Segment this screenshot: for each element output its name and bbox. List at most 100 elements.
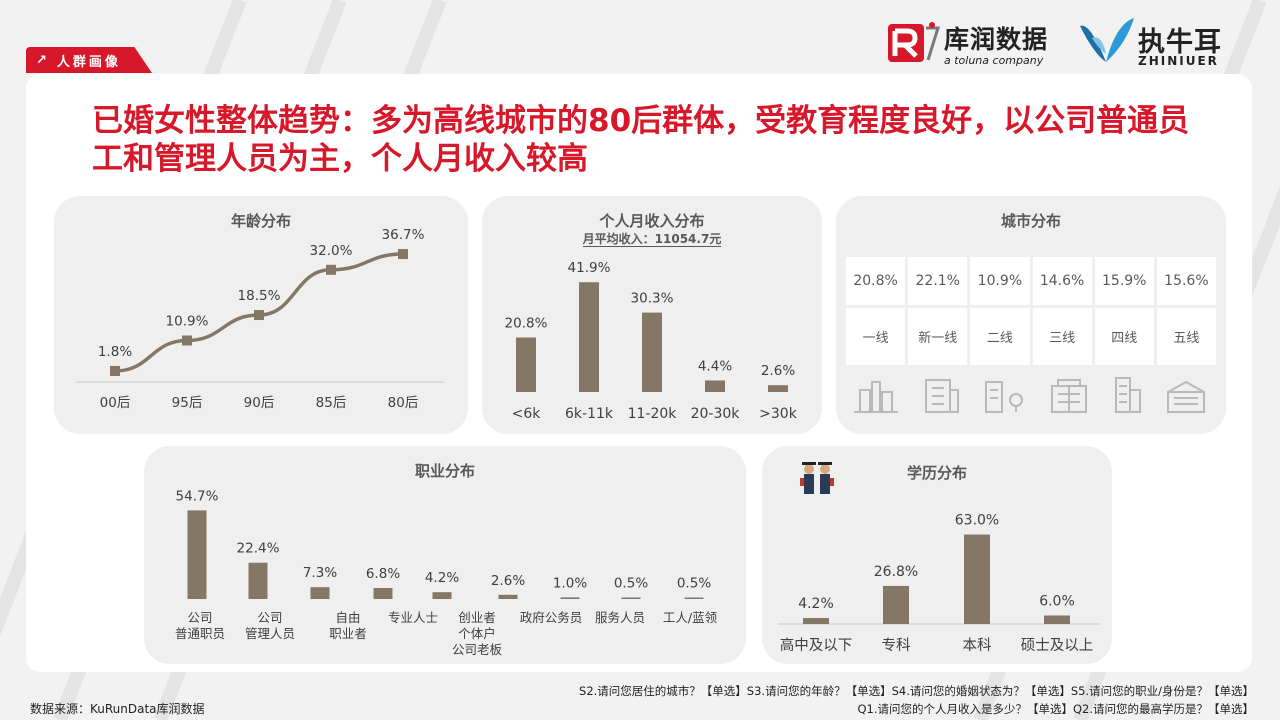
age-data-label: 10.9% xyxy=(166,313,209,329)
income-bar xyxy=(579,282,599,392)
tower-icon xyxy=(1115,377,1141,413)
job-data-label: 0.5% xyxy=(614,576,648,592)
kurun-logo-sub: a toluna company xyxy=(944,54,1044,67)
building-tree-icon xyxy=(985,381,1023,413)
job-tick-label: 服务人员 xyxy=(595,610,645,625)
city-icons xyxy=(854,377,1205,413)
age-data-label: 32.0% xyxy=(310,243,353,259)
job-bar xyxy=(248,562,268,599)
age-line-chart: 1.8% 00后 10.9% 95后 18.5% 90后 32.0% 85后 36.7% 80后 xyxy=(76,227,444,411)
age-tick-label: 00后 xyxy=(100,395,131,411)
low-building-icon xyxy=(1167,380,1205,413)
job-tick-label: 创业者个体户公司老板 xyxy=(452,610,503,657)
income-average: 月平均收入：11054.7元 xyxy=(582,232,722,247)
job-data-label: 0.5% xyxy=(677,576,711,592)
city-name-cell: 五线 xyxy=(1156,308,1216,365)
job-bar xyxy=(432,592,452,599)
edu-bar xyxy=(1044,615,1070,624)
income-panel: 个人月收入分布 月平均收入：11054.7元 20.8% <6k 41.9% 6k-1… xyxy=(482,196,822,434)
job-tick-label: 自由职业者 xyxy=(329,610,367,641)
age-point xyxy=(182,335,192,346)
income-bar xyxy=(705,380,725,392)
job-data-label: 2.6% xyxy=(491,573,525,589)
job-data-label: 22.4% xyxy=(237,541,280,557)
age-point xyxy=(254,310,264,321)
job-tick-label: 政府公务员 xyxy=(520,610,583,625)
city-value-cell: 15.6% xyxy=(1156,257,1216,305)
job-bar xyxy=(621,597,641,599)
kurun-logo: 库润数据 a toluna company xyxy=(888,20,1088,70)
job-bar-chart: 54.7% 22.4% 7.3% 6.8% 4.2% 2.6% 1.0% 0.5% 0.5% 公司… xyxy=(175,488,718,657)
arrow-up-right-icon: ↗ xyxy=(36,52,47,68)
edu-panel-title: 学历分布 xyxy=(906,464,967,482)
income-bar xyxy=(516,337,536,392)
age-data-label: 18.5% xyxy=(238,288,281,304)
data-source: 数据来源：KuRunData库润数据 xyxy=(30,702,205,716)
zhiniuer-logo-sub: ZHINIUER xyxy=(1138,54,1219,68)
job-data-label: 54.7% xyxy=(176,488,219,504)
job-panel-title: 职业分布 xyxy=(414,462,475,480)
job-tick-label: 工人/蓝领 xyxy=(663,610,718,625)
job-data-label: 4.2% xyxy=(425,570,459,586)
age-panel-title: 年龄分布 xyxy=(230,212,291,230)
income-panel-subtitle: 月平均收入：11054.7元 xyxy=(482,230,822,247)
edu-bar xyxy=(883,585,909,624)
edu-tick-label: 硕士及以上 xyxy=(1021,637,1094,654)
city-table: 20.8% 22.1% 10.9% 14.6% 15.9% 15.6% 一线 新… xyxy=(846,257,1216,365)
age-data-label: 36.7% xyxy=(382,227,425,243)
age-tick-label: 85后 xyxy=(316,395,347,411)
zhiniuer-logo: 执牛耳 ZHINIUER xyxy=(1078,14,1248,70)
age-tick-label: 90后 xyxy=(244,395,275,411)
city-name-cell: 一线 xyxy=(846,308,906,365)
age-tick-label: 80后 xyxy=(388,395,419,411)
edu-data-label: 4.2% xyxy=(798,596,834,612)
age-point xyxy=(110,365,120,376)
income-panel-title: 个人月收入分布 xyxy=(599,212,705,230)
age-tick-label: 95后 xyxy=(172,395,203,411)
kurun-logo-name: 库润数据 xyxy=(944,25,1049,54)
edu-data-label: 6.0% xyxy=(1039,593,1075,609)
income-data-label: 4.4% xyxy=(698,358,732,374)
city-name-cell: 新一线 xyxy=(908,308,968,365)
city-name-cell: 四线 xyxy=(1094,308,1154,365)
zhiniuer-logo-name: 执牛耳 xyxy=(1138,27,1222,58)
apartment-icon xyxy=(1051,379,1087,413)
edu-data-label: 63.0% xyxy=(955,513,999,529)
edu-tick-label: 高中及以下 xyxy=(780,637,853,654)
job-data-label: 7.3% xyxy=(303,565,337,581)
city-value-cell: 15.9% xyxy=(1094,257,1154,305)
edu-bar xyxy=(964,534,990,624)
city-value-cell: 22.1% xyxy=(908,257,968,305)
job-bar xyxy=(373,587,393,599)
graduates-icon xyxy=(800,462,834,494)
age-data-label: 1.8% xyxy=(98,344,132,360)
kurun-logo-mark xyxy=(888,22,941,62)
job-tick-label: 专业人士 xyxy=(388,610,438,625)
job-data-label: 1.0% xyxy=(553,575,587,591)
job-tick-label: 公司管理人员 xyxy=(245,610,295,641)
job-data-label: 6.8% xyxy=(366,566,400,582)
income-data-label: 30.3% xyxy=(631,291,674,307)
questions-line-2: Q1.请问您的个人月收入是多少？【单选】Q2.请问您的最高学历是？【单选】 xyxy=(857,702,1254,716)
job-bar xyxy=(498,594,518,599)
income-bar xyxy=(768,385,788,392)
city-value-cell: 10.9% xyxy=(970,257,1030,305)
income-tick-label: <6k xyxy=(512,406,542,422)
edu-data-label: 26.8% xyxy=(874,564,918,580)
skyline-icon xyxy=(854,381,898,413)
income-bar xyxy=(642,312,662,392)
city-panel-title: 城市分布 xyxy=(1000,212,1061,230)
job-bar xyxy=(684,597,704,599)
section-tag-label: 人群画像 xyxy=(56,54,121,70)
page-headline: 已婚女性整体趋势：多为高线城市的80后群体，受教育程度良好，以公司普通员工和管理… xyxy=(92,103,1190,177)
edu-bar xyxy=(803,618,829,624)
edu-bar-chart: 4.2% 高中及以下 26.8% 专科 63.0% 本科 6.0% 硕士及以上 xyxy=(778,513,1100,654)
income-tick-label: 20-30k xyxy=(691,406,741,422)
age-panel: 年龄分布 1.8% 00后 10.9% 95后 18.5% 90后 32.0% 85后 36.7… xyxy=(54,196,468,434)
income-data-label: 2.6% xyxy=(761,363,795,379)
income-data-label: 20.8% xyxy=(505,316,548,332)
section-tag: ↗ 人群画像 xyxy=(26,47,152,73)
job-bar xyxy=(310,587,330,599)
edu-tick-label: 本科 xyxy=(963,637,992,654)
job-panel: 职业分布 54.7% 22.4% 7.3% 6.8% 4.2% 2.6% 1.0% 0.5% 0… xyxy=(144,446,746,664)
